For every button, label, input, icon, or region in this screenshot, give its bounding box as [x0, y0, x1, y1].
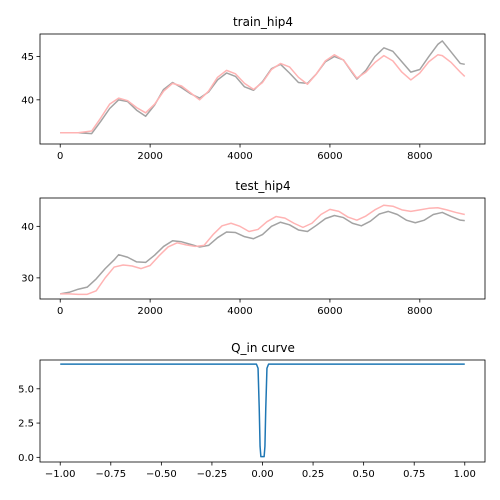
q-in-curve-x-tick-label: 0.50 — [353, 469, 375, 480]
train-hip4-x-tick-label: 2000 — [137, 151, 162, 162]
q-in-curve-panel: Q_in curve −1.00 −0.75 −0.50 −0.25 0.00 0.25 0… — [18, 341, 486, 480]
train-hip4-y-tick-label: 45 — [21, 52, 34, 63]
train-hip4-x-tick-label: 0 — [57, 151, 63, 162]
q-in-curve-x-tick-label: −1.00 — [45, 469, 76, 480]
train-hip4-plot-area: 0 2000 4000 6000 8000 40 45 — [21, 33, 486, 162]
train-hip4-y-tick-label: 40 — [21, 95, 34, 106]
test-hip4-y-tick-label: 30 — [21, 273, 34, 284]
q-in-curve-x-tick-label: 0.25 — [302, 469, 324, 480]
q-in-curve-series-1-line — [60, 363, 465, 458]
test-hip4-series-2-line — [60, 204, 465, 296]
q-in-curve-y-tick-label: 0.0 — [18, 453, 34, 464]
train-hip4-title: train_hip4 — [233, 15, 293, 29]
test-hip4-x-tick-label: 8000 — [407, 306, 432, 317]
q-in-curve-y-tick-label: 5.0 — [18, 384, 34, 395]
test-hip4-y-tick-label: 40 — [21, 222, 34, 233]
test-hip4-panel: test_hip4 0 2000 4000 6000 8000 30 40 — [21, 179, 486, 317]
q-in-curve-title: Q_in curve — [231, 341, 295, 355]
train-hip4-axes-frame — [39, 33, 486, 145]
test-hip4-x-tick-label: 2000 — [137, 306, 162, 317]
train-hip4-x-tick-label: 8000 — [407, 151, 432, 162]
train-hip4-series-1-line — [60, 40, 465, 135]
test-hip4-axes-frame — [39, 197, 486, 300]
test-hip4-x-tick-label: 6000 — [317, 306, 342, 317]
test-hip4-x-tick-label: 0 — [57, 306, 63, 317]
q-in-curve-plot-area: −1.00 −0.75 −0.50 −0.25 0.00 0.25 0.50 0.75 1.00… — [18, 359, 486, 480]
train-hip4-panel: train_hip4 0 2000 4000 6000 8000 40 45 — [21, 15, 486, 162]
train-hip4-x-tick-label: 4000 — [227, 151, 252, 162]
q-in-curve-y-tick-label: 2.5 — [18, 419, 34, 430]
q-in-curve-x-tick-label: −0.75 — [95, 469, 126, 480]
q-in-curve-x-tick-label: −0.50 — [146, 469, 177, 480]
test-hip4-x-tick-label: 4000 — [227, 306, 252, 317]
train-hip4-x-tick-label: 6000 — [317, 151, 342, 162]
q-in-curve-axes-frame — [39, 359, 486, 463]
train-hip4-series-2-line — [60, 54, 466, 134]
q-in-curve-x-tick-label: 0.00 — [251, 469, 273, 480]
q-in-curve-x-tick-label: 1.00 — [454, 469, 476, 480]
q-in-curve-x-tick-label: −0.25 — [197, 469, 228, 480]
test-hip4-title: test_hip4 — [235, 179, 290, 193]
test-hip4-series-1-line — [60, 210, 465, 295]
q-in-curve-x-tick-label: 0.75 — [403, 469, 425, 480]
test-hip4-plot-area: 0 2000 4000 6000 8000 30 40 — [21, 197, 486, 317]
